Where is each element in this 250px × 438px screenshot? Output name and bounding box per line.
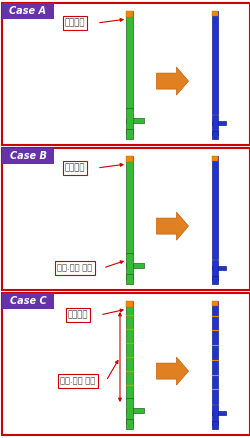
Bar — [126, 398, 133, 424]
Bar — [211, 131, 217, 139]
Bar — [2, 148, 54, 164]
Text: 전부고정: 전부고정 — [68, 311, 88, 319]
Text: 전부고정: 전부고정 — [64, 18, 85, 28]
Bar — [2, 3, 54, 19]
Bar — [211, 156, 217, 161]
Polygon shape — [156, 212, 188, 240]
Bar — [126, 301, 133, 307]
Bar — [126, 419, 133, 429]
Text: Case A: Case A — [10, 6, 46, 16]
Bar — [126, 156, 133, 254]
Text: 전부고정: 전부고정 — [64, 163, 85, 173]
Bar — [126, 129, 133, 139]
Bar — [126, 156, 133, 162]
Bar — [126, 253, 133, 279]
Bar — [211, 411, 225, 415]
Polygon shape — [156, 357, 188, 385]
Bar — [126, 301, 133, 399]
Bar — [2, 3, 249, 145]
Bar — [126, 118, 144, 123]
Bar — [211, 276, 217, 284]
Bar — [211, 156, 217, 259]
Bar — [211, 121, 225, 125]
Bar — [211, 405, 217, 425]
Bar — [211, 115, 217, 135]
Bar — [2, 293, 54, 309]
Bar — [211, 11, 217, 16]
Bar — [2, 293, 249, 435]
Bar — [211, 11, 217, 114]
Bar — [211, 421, 217, 429]
Bar — [2, 148, 249, 290]
Bar — [126, 108, 133, 134]
Bar — [126, 11, 133, 17]
Bar — [126, 274, 133, 284]
Bar — [126, 11, 133, 109]
Bar — [211, 260, 217, 280]
Bar — [211, 301, 217, 306]
Polygon shape — [156, 67, 188, 95]
Text: Case C: Case C — [10, 296, 46, 306]
Bar — [211, 301, 217, 404]
Bar — [126, 408, 144, 413]
Text: Case B: Case B — [10, 151, 46, 161]
Bar — [211, 266, 225, 270]
Text: 전후.좌우 고정: 전후.좌우 고정 — [57, 264, 92, 272]
Bar — [126, 263, 144, 268]
Text: 전후.좌우 고정: 전후.좌우 고정 — [60, 377, 95, 385]
